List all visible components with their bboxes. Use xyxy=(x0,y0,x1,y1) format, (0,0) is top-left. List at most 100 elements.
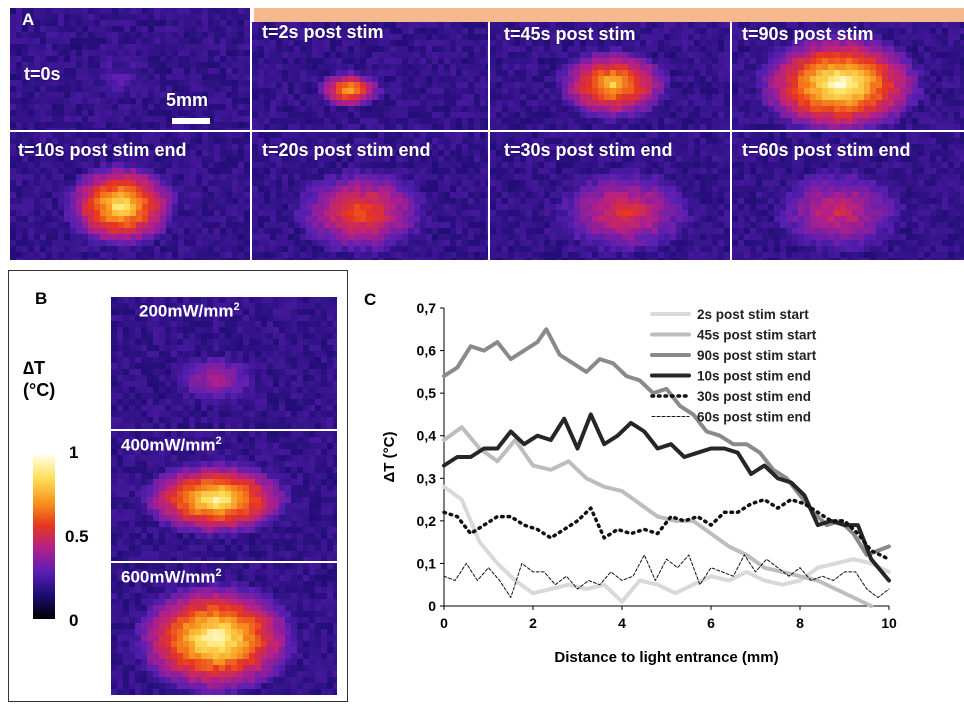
thermal-pixel xyxy=(486,246,488,252)
thermal-pixel xyxy=(508,58,514,64)
thermal-pixel xyxy=(136,210,142,216)
thermal-pixel xyxy=(468,198,474,204)
thermal-pixel xyxy=(694,150,700,156)
thermal-pixel xyxy=(300,64,306,70)
thermal-pixel xyxy=(682,138,688,144)
thermal-pixel xyxy=(312,82,318,88)
thermal-pixel xyxy=(196,192,202,198)
thermal-pixel xyxy=(652,82,658,88)
thermal-pixel xyxy=(616,156,622,162)
thermal-pixel xyxy=(450,82,456,88)
thermal-pixel xyxy=(894,112,900,118)
thermal-pixel xyxy=(208,252,214,258)
thermal-pixel xyxy=(480,132,486,138)
thermal-pixel xyxy=(882,40,888,46)
thermal-pixel xyxy=(936,118,942,124)
thermal-pixel xyxy=(520,118,526,124)
thermal-pixel xyxy=(232,80,238,86)
thermal-pixel xyxy=(538,106,544,112)
thermal-pixel xyxy=(46,132,52,138)
thermal-pixel xyxy=(40,210,46,216)
thermal-pixel xyxy=(282,82,288,88)
thermal-pixel xyxy=(252,88,258,94)
thermal-pixel xyxy=(178,228,184,234)
thermal-pixel xyxy=(232,74,238,80)
thermal-pixel xyxy=(294,132,300,138)
thermal-pixel xyxy=(426,138,432,144)
thermal-pixel xyxy=(396,70,402,76)
thermal-pixel xyxy=(876,58,882,64)
thermal-pixel xyxy=(184,240,190,246)
thermal-pixel xyxy=(936,76,942,82)
thermal-pixel xyxy=(900,64,906,70)
thermal-pixel xyxy=(336,112,342,118)
thermal-pixel xyxy=(118,128,124,130)
thermal-pixel xyxy=(16,258,22,260)
thermal-pixel xyxy=(100,56,106,62)
thermal-pixel xyxy=(732,82,738,88)
thermal-pixel xyxy=(864,124,870,130)
thermal-pixel xyxy=(112,204,118,210)
thermal-pixel xyxy=(580,94,586,100)
thermal-pixel xyxy=(270,124,276,130)
thermal-pixel xyxy=(16,128,22,130)
thermal-pixel xyxy=(306,204,312,210)
thermal-pixel xyxy=(390,64,396,70)
thermal-pixel xyxy=(414,28,420,34)
thermal-pixel xyxy=(58,132,64,138)
thermal-pixel xyxy=(52,32,58,38)
thermal-pixel xyxy=(810,70,816,76)
thermal-pixel xyxy=(792,70,798,76)
thermal-pixel xyxy=(202,252,208,258)
thermal-pixel xyxy=(408,52,414,58)
thermal-pixel xyxy=(628,28,634,34)
thermal-pixel xyxy=(324,204,330,210)
thermal-pixel xyxy=(520,52,526,58)
thermal-pixel xyxy=(834,100,840,106)
thermal-pixel xyxy=(348,156,354,162)
thermal-pixel xyxy=(810,34,816,40)
thermal-pixel xyxy=(130,192,136,198)
thermal-pixel xyxy=(94,116,100,122)
thermal-pixel xyxy=(184,156,190,162)
thermal-pixel xyxy=(154,86,160,92)
thermal-pixel xyxy=(604,156,610,162)
thermal-pixel xyxy=(936,22,942,28)
thermal-pixel xyxy=(40,8,46,14)
thermal-pixel xyxy=(330,132,336,138)
thermal-pixel xyxy=(40,104,46,110)
thermal-pixel xyxy=(22,162,28,168)
thermal-pixel xyxy=(774,22,780,28)
thermal-pixel xyxy=(46,8,52,14)
thermal-pixel xyxy=(208,26,214,32)
thermal-pixel xyxy=(208,192,214,198)
thermal-pixel xyxy=(520,76,526,82)
thermal-pixel xyxy=(930,40,936,46)
thermal-pixel xyxy=(586,138,592,144)
thermal-pixel xyxy=(912,118,918,124)
thermal-pixel xyxy=(160,116,166,122)
thermal-pixel xyxy=(568,22,574,28)
thermal-pixel xyxy=(70,156,76,162)
thermal-pixel xyxy=(276,82,282,88)
thermal-pixel xyxy=(142,20,148,26)
thermal-image xyxy=(10,132,250,260)
thermal-pixel xyxy=(226,174,232,180)
thermal-pixel xyxy=(118,20,124,26)
thermal-pixel xyxy=(70,144,76,150)
thermal-pixel xyxy=(402,222,408,228)
thermal-pixel xyxy=(130,162,136,168)
thermal-pixel xyxy=(366,28,372,34)
thermal-pixel xyxy=(408,28,414,34)
thermal-pixel xyxy=(70,86,76,92)
thermal-pixel xyxy=(46,144,52,150)
thermal-pixel xyxy=(252,40,258,46)
thermal-pixel xyxy=(942,40,948,46)
thermal-pixel xyxy=(232,128,238,130)
thermal-pixel xyxy=(244,20,250,26)
thermal-pixel xyxy=(70,122,76,128)
thermal-pixel xyxy=(658,100,664,106)
thermal-pixel xyxy=(918,28,924,34)
thermal-pixel xyxy=(960,82,964,88)
thermal-pixel xyxy=(88,186,94,192)
